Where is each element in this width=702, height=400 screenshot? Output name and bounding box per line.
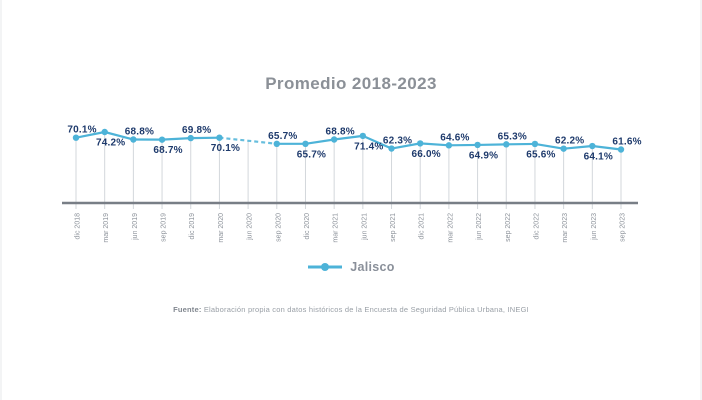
data-point-dot — [101, 128, 108, 136]
series-line-segment — [420, 142, 449, 147]
x-tick-label: dic 2019 — [189, 213, 196, 240]
legend: Jalisco — [0, 260, 702, 274]
right-edge-strip — [700, 0, 702, 400]
data-point-dot — [130, 136, 137, 143]
x-tick-label: sep 2021 — [390, 213, 397, 242]
x-tick-label: mar 2019 — [103, 213, 110, 243]
x-tick-label: mar 2020 — [218, 213, 225, 243]
series-line-segment — [592, 144, 622, 151]
x-tick-label: sep 2019 — [161, 213, 168, 242]
chart-title: Promedio 2018-2023 — [265, 74, 437, 93]
x-tick-label: jun 2019 — [132, 213, 139, 241]
data-point-dot — [72, 134, 80, 141]
x-tick-label: dic 2018 — [75, 213, 82, 240]
data-point-dot — [187, 134, 194, 142]
data-point-label: 70.1% — [211, 143, 240, 154]
legend-label: Jalisco — [350, 260, 395, 274]
data-point-label: 66.0% — [412, 149, 441, 160]
data-point-dot — [330, 136, 338, 143]
legend-marker-icon — [308, 263, 343, 271]
data-point-dot — [388, 145, 395, 152]
x-tick-label: sep 2022 — [505, 213, 512, 242]
data-point-label: 70.1% — [67, 125, 96, 136]
series-line-segment — [161, 137, 191, 141]
series-line-segment — [334, 134, 363, 141]
x-tick-label: jun 2023 — [591, 213, 598, 241]
x-tick-label: dic 2022 — [533, 213, 540, 240]
series-line-segment — [305, 138, 335, 145]
source-note: Fuente: Elaboración propia con datos his… — [0, 305, 702, 314]
data-point-label: 68.8% — [325, 127, 354, 138]
data-point-label: 61.6% — [612, 137, 641, 148]
series-line-segment — [563, 144, 593, 150]
data-point-label: 62.2% — [555, 136, 584, 147]
data-point-dot — [216, 134, 223, 141]
legend-dot — [321, 263, 330, 271]
data-point-label: 64.1% — [584, 152, 613, 163]
data-point-dot — [158, 136, 166, 143]
data-point-label: 69.8% — [182, 125, 211, 136]
series-line-segment — [391, 142, 421, 150]
data-point-dot — [359, 132, 367, 140]
x-tick-label: jun 2022 — [476, 213, 483, 241]
data-point-label: 68.8% — [125, 127, 154, 138]
series-line-segment — [534, 142, 564, 150]
data-point-label: 71.4% — [354, 141, 383, 152]
data-point-label: 65.7% — [268, 131, 297, 142]
source-note-text: Elaboración propia con datos históricos … — [201, 305, 529, 314]
x-tick-label: sep 2020 — [275, 213, 282, 242]
x-tick-label: dic 2020 — [304, 213, 311, 240]
data-point-label: 74.2% — [96, 138, 125, 149]
data-point-label: 65.7% — [297, 149, 326, 160]
data-point-dot — [417, 140, 424, 147]
series-line-segment-missing — [219, 136, 277, 145]
data-point-dot — [531, 140, 539, 148]
data-point-dot — [503, 141, 510, 148]
series-line-segment — [362, 134, 392, 150]
data-point-dot — [273, 140, 280, 148]
data-point-label: 64.6% — [440, 132, 469, 143]
series-line-segment — [104, 130, 134, 141]
data-point-label: 65.3% — [498, 131, 527, 142]
source-note-prefix: Fuente: — [173, 305, 202, 314]
data-point-label: 68.7% — [153, 145, 182, 156]
data-point-label: 65.6% — [526, 149, 555, 160]
data-point-label: 62.3% — [383, 136, 412, 147]
data-point-dot — [589, 142, 596, 150]
data-point-dot — [445, 142, 453, 149]
series-line-segment — [75, 130, 105, 139]
x-tick-label: mar 2021 — [333, 213, 340, 243]
x-tick-label: sep 2023 — [620, 213, 627, 242]
data-point-dot — [617, 146, 625, 153]
x-tick-label: mar 2022 — [447, 213, 454, 243]
left-edge-strip — [0, 0, 2, 400]
x-tick-label: jun 2020 — [247, 213, 254, 241]
data-point-label: 64.9% — [469, 150, 498, 161]
x-tick-label: mar 2023 — [562, 213, 569, 243]
x-tick-label: dic 2021 — [419, 213, 426, 240]
data-point-dot — [302, 140, 309, 148]
data-point-dot — [560, 145, 567, 152]
series-line-segment — [477, 143, 507, 147]
x-tick-label: jun 2021 — [361, 213, 368, 241]
data-point-dot — [474, 141, 481, 149]
